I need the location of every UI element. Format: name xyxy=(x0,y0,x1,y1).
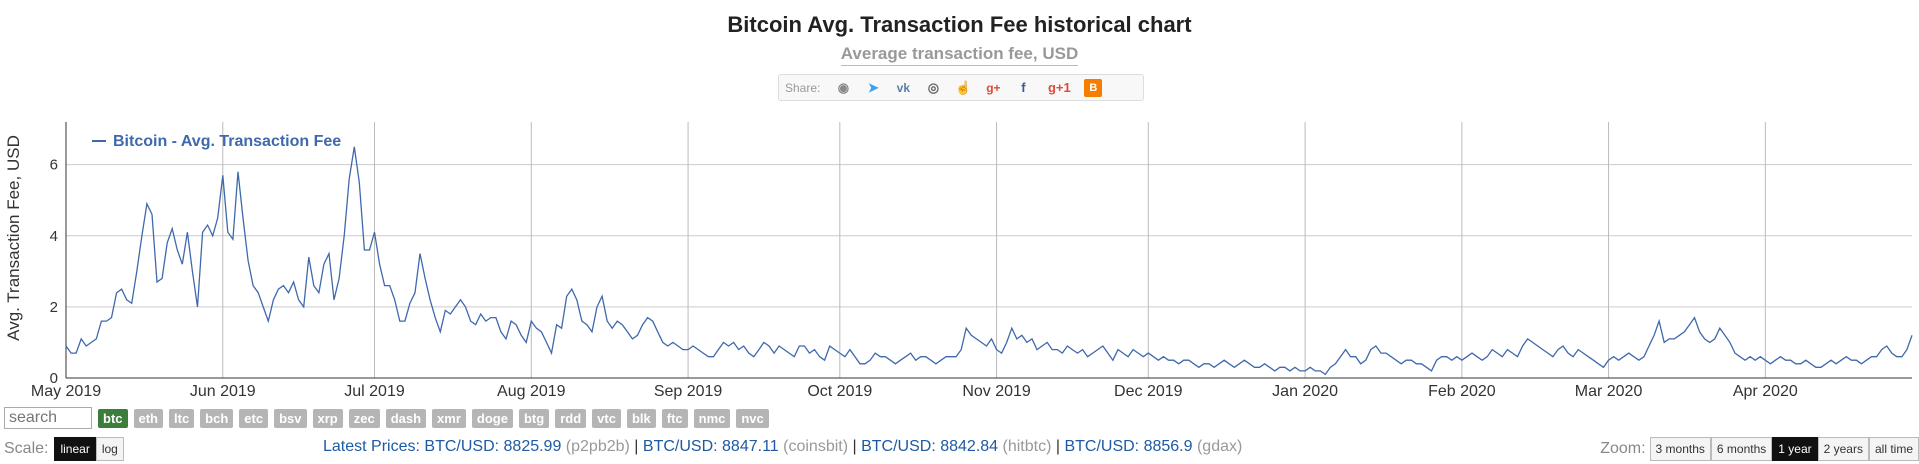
price-item: BTC/USD: 8825.99 (p2pb2b) xyxy=(424,438,629,455)
zoom-option-3-months[interactable]: 3 months xyxy=(1649,437,1711,461)
y-ticks: 0 2 4 6 xyxy=(50,157,58,387)
coin-button-dash[interactable]: dash xyxy=(385,408,427,428)
x-tick-label: Oct 2019 xyxy=(807,383,872,400)
coin-button-blk[interactable]: blk xyxy=(626,408,656,428)
share-bar: Share: ◉ ➤ vk ◎ ☝ g+ f g+1 B xyxy=(778,74,1144,101)
coin-bar: btcethltcbchetcbsvxrpzecdashxmrdogebtgrd… xyxy=(4,407,775,429)
y-tick-label: 4 xyxy=(50,228,58,245)
y-tick-label: 0 xyxy=(50,370,58,387)
coin-button-etc[interactable]: etc xyxy=(239,408,269,428)
x-tick-label: Dec 2019 xyxy=(1114,383,1183,400)
x-tick-label: Apr 2020 xyxy=(1733,383,1798,400)
legend-label: Bitcoin - Avg. Transaction Fee xyxy=(113,133,341,150)
coin-button-xmr[interactable]: xmr xyxy=(432,408,466,428)
coin-button-bsv[interactable]: bsv xyxy=(274,408,307,428)
zoom-control: Zoom: 3 months 6 months 1 year 2 years all t… xyxy=(1600,437,1919,461)
price-exchange: (p2pb2b) xyxy=(561,438,630,455)
coin-button-nvc[interactable]: nvc xyxy=(736,408,769,428)
x-tick-label: Jul 2019 xyxy=(344,383,405,400)
x-tick-label: Aug 2019 xyxy=(497,383,566,400)
zoom-label: Zoom: xyxy=(1600,440,1646,457)
coin-button-ftc[interactable]: ftc xyxy=(661,408,688,428)
price-pair[interactable]: BTC/USD: xyxy=(424,438,504,455)
price-exchange: (hitbtc) xyxy=(998,438,1052,455)
coin-button-nmc[interactable]: nmc xyxy=(693,408,731,428)
zoom-option-2-years[interactable]: 2 years xyxy=(1817,437,1869,461)
subtitle-text: Average transaction fee, USD xyxy=(840,44,1079,66)
zoom-option-1-year[interactable]: 1 year xyxy=(1772,437,1818,461)
coin-button-bch[interactable]: bch xyxy=(200,408,234,428)
fee-series-line xyxy=(65,146,1913,376)
weibo-icon[interactable]: ◎ xyxy=(927,79,940,95)
coin-button-ltc[interactable]: ltc xyxy=(169,408,195,428)
google-plus-icon[interactable]: g+ xyxy=(986,80,1001,95)
x-tick-label: Feb 2020 xyxy=(1428,383,1496,400)
chart-title: Bitcoin Avg. Transaction Fee historical … xyxy=(727,12,1192,37)
x-tick-label: Mar 2020 xyxy=(1575,383,1643,400)
coin-list: btc eth ltc bch etc bsv xrp zec dash xmr doge btg rd… xyxy=(98,408,775,428)
price-value[interactable]: 8847.11 xyxy=(722,438,779,455)
price-item: BTC/USD: 8842.84 (hitbtc) xyxy=(861,438,1051,455)
x-tick-label: Jan 2020 xyxy=(1272,383,1338,400)
price-item: BTC/USD: 8847.11 (coinsbit) xyxy=(643,438,848,455)
search-input[interactable] xyxy=(4,407,92,429)
price-pair[interactable]: BTC/USD: xyxy=(1064,438,1144,455)
price-value[interactable]: 8825.99 xyxy=(503,438,562,455)
chart-subtitle: Average transaction fee, USD xyxy=(0,44,1919,66)
scale-options: linear log xyxy=(54,437,124,461)
share-label: Share: xyxy=(785,80,821,95)
y-axis-label: Avg. Transaction Fee, USD xyxy=(4,135,23,341)
coin-button-xrp[interactable]: xrp xyxy=(312,408,343,428)
price-list: BTC/USD: 8825.99 (p2pb2b) | BTC/USD: 884… xyxy=(424,438,1243,455)
coin-button-eth[interactable]: eth xyxy=(133,408,163,428)
scale-option-log[interactable]: log xyxy=(95,437,124,461)
price-pair[interactable]: BTC/USD: xyxy=(642,438,723,455)
google-plus-one-icon[interactable]: g+1 xyxy=(1047,80,1071,95)
zoom-option-6-months[interactable]: 6 months xyxy=(1710,437,1773,461)
price-item: BTC/USD: 8856.9 (gdax) xyxy=(1064,438,1242,455)
x-tick-label: Sep 2019 xyxy=(654,383,723,400)
y-tick-label: 2 xyxy=(50,299,58,316)
grid xyxy=(65,122,1912,379)
price-pair[interactable]: BTC/USD: xyxy=(861,438,941,455)
price-value[interactable]: 8842.84 xyxy=(940,438,999,455)
price-exchange: (coinsbit) xyxy=(778,438,849,455)
scale-control: Scale: linear log xyxy=(4,437,124,461)
price-exchange: (gdax) xyxy=(1192,438,1243,455)
x-tick-label: May 2019 xyxy=(31,383,101,400)
zoom-option-all-time[interactable]: all time xyxy=(1868,437,1919,461)
latest-prices: Latest Prices: BTC/USD: 8825.99 (p2pb2b)… xyxy=(323,438,1242,456)
coin-button-vtc[interactable]: vtc xyxy=(592,408,621,428)
coin-button-zec[interactable]: zec xyxy=(348,408,380,428)
zoom-options: 3 months 6 months 1 year 2 years all time xyxy=(1649,437,1919,461)
blogger-icon[interactable]: B xyxy=(1084,78,1103,97)
facebook-icon[interactable]: f xyxy=(1021,80,1026,95)
vk-icon[interactable]: vk xyxy=(896,80,911,95)
twitter-icon[interactable]: ➤ xyxy=(867,79,879,95)
y-tick-label: 6 xyxy=(50,157,58,174)
like-icon[interactable]: ☝ xyxy=(955,79,972,95)
scale-option-linear[interactable]: linear xyxy=(54,437,96,461)
fee-chart: 0 2 4 6 May 2019 Jun 2019 Jul 2019 Aug 2019 Sep… xyxy=(4,122,1913,400)
legend[interactable]: Bitcoin - Avg. Transaction Fee xyxy=(92,133,341,150)
coin-button-btc[interactable]: btc xyxy=(98,408,128,428)
x-ticks: May 2019 Jun 2019 Jul 2019 Aug 2019 Sep 2019… xyxy=(31,383,1798,400)
x-tick-label: Nov 2019 xyxy=(962,383,1031,400)
x-tick-label: Jun 2019 xyxy=(190,383,256,400)
reddit-icon[interactable]: ◉ xyxy=(837,79,850,95)
coin-button-doge[interactable]: doge xyxy=(471,408,513,428)
coin-button-btg[interactable]: btg xyxy=(518,408,550,428)
coin-button-rdd[interactable]: rdd xyxy=(555,408,587,428)
scale-label: Scale: xyxy=(4,440,49,457)
prices-label: Latest Prices: xyxy=(323,438,420,455)
price-value[interactable]: 8856.9 xyxy=(1143,438,1193,455)
